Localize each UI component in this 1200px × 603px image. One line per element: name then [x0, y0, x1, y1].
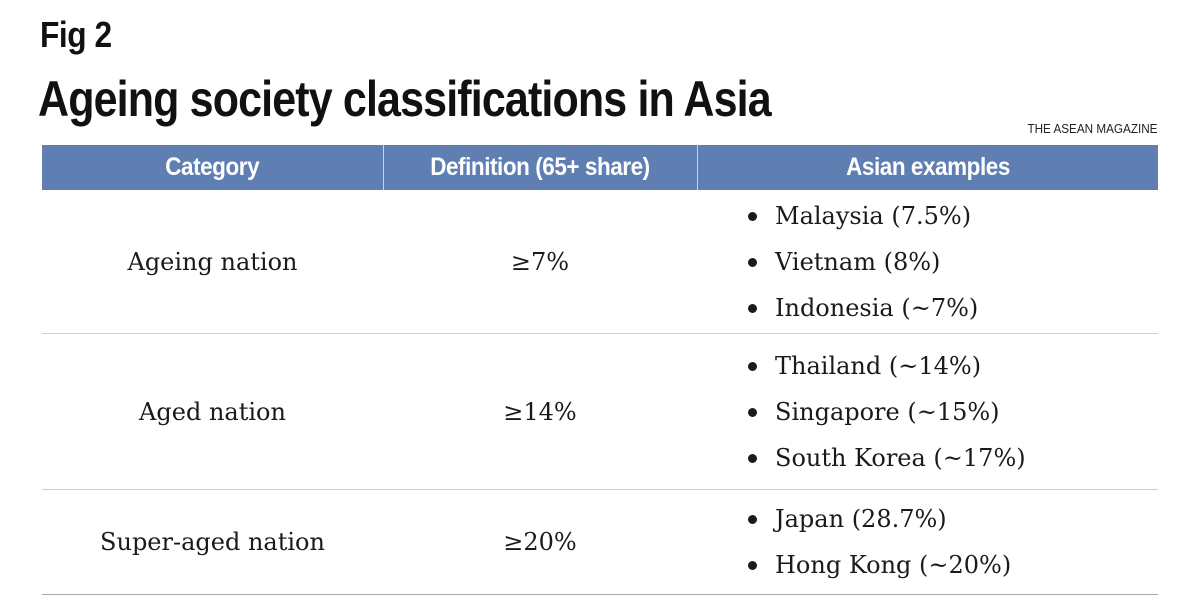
- list-item: Singapore (~15%): [748, 389, 1158, 435]
- classification-table: Category Definition (65+ share) Asian ex…: [42, 145, 1158, 595]
- list-item: Vietnam (8%): [748, 239, 1158, 285]
- source-credit: THE ASEAN MAGAZINE: [1026, 121, 1157, 136]
- list-item: Indonesia (~7%): [748, 285, 1158, 331]
- category-cell: Super-aged nation: [42, 489, 383, 595]
- table-row: Ageing nation ≥7% Malaysia (7.5%) Vietna…: [42, 190, 1158, 334]
- examples-cell: Thailand (~14%) Singapore (~15%) South K…: [697, 333, 1158, 490]
- header-examples: Asian examples: [696, 145, 1158, 190]
- list-item: Japan (28.7%): [748, 496, 1158, 542]
- list-item: Thailand (~14%): [748, 343, 1158, 389]
- examples-list: Japan (28.7%) Hong Kong (~20%): [697, 496, 1158, 588]
- list-item: Malaysia (7.5%): [748, 193, 1158, 239]
- examples-cell: Malaysia (7.5%) Vietnam (8%) Indonesia (…: [697, 190, 1158, 334]
- figure-title: Ageing society classifications in Asia: [38, 71, 772, 127]
- table-row: Super-aged nation ≥20% Japan (28.7%) Hon…: [42, 489, 1158, 595]
- header-definition: Definition (65+ share): [382, 145, 697, 190]
- examples-list: Thailand (~14%) Singapore (~15%) South K…: [697, 343, 1158, 481]
- table-row: Aged nation ≥14% Thailand (~14%) Singapo…: [42, 333, 1158, 490]
- table-header-row: Category Definition (65+ share) Asian ex…: [42, 145, 1158, 190]
- examples-cell: Japan (28.7%) Hong Kong (~20%): [697, 489, 1158, 595]
- list-item: South Korea (~17%): [748, 435, 1158, 481]
- definition-cell: ≥14%: [383, 333, 697, 490]
- header-category: Category: [42, 145, 383, 190]
- category-cell: Aged nation: [42, 333, 383, 490]
- figure-label: Fig 2: [40, 14, 112, 55]
- definition-cell: ≥20%: [383, 489, 697, 595]
- definition-cell: ≥7%: [383, 190, 697, 334]
- category-cell: Ageing nation: [42, 190, 383, 334]
- examples-list: Malaysia (7.5%) Vietnam (8%) Indonesia (…: [697, 193, 1158, 331]
- list-item: Hong Kong (~20%): [748, 542, 1158, 588]
